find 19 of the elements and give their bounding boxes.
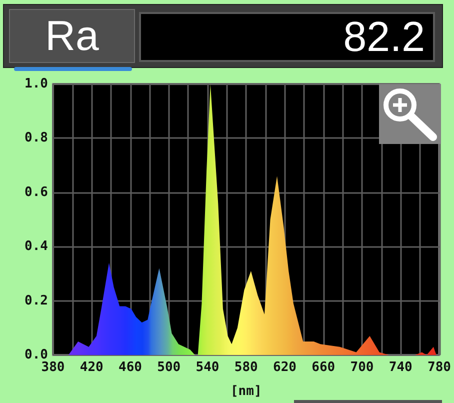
header-panel: Ra 82.2: [3, 4, 443, 68]
x-tick-label: 460: [118, 360, 142, 375]
x-tick-label: 700: [350, 360, 374, 375]
x-axis-title: [nm]: [230, 384, 262, 399]
y-tick-label: 0.4: [24, 239, 48, 254]
x-tick-label: 380: [41, 360, 65, 375]
y-tick-label: 0.0: [24, 348, 48, 362]
y-tick-label: 0.8: [24, 130, 48, 146]
y-tick-label: 1.0: [24, 76, 48, 92]
x-tick-label: 740: [388, 360, 413, 375]
y-tick-label: 0.2: [24, 293, 48, 308]
y-tick-label: 0.6: [24, 184, 48, 200]
x-tick-label: 620: [273, 360, 297, 375]
x-tick-label: 580: [234, 360, 258, 375]
x-tick-label: 540: [196, 360, 220, 375]
x-tick-label: 780: [428, 360, 452, 375]
x-tick-label: 660: [312, 360, 336, 375]
x-tick-label: 500: [157, 360, 181, 375]
x-tick-label: 420: [80, 360, 104, 375]
